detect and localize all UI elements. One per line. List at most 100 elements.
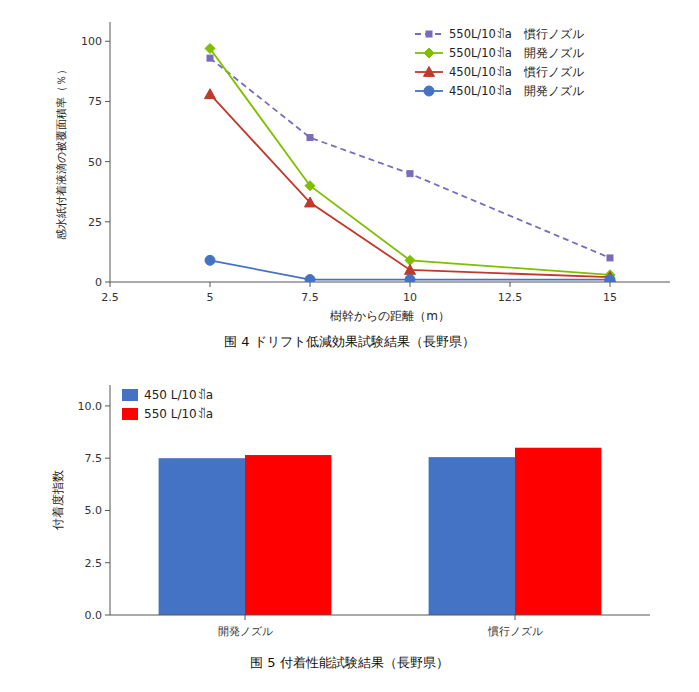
y-tick-mark [105,562,110,563]
y-tick-mark [105,405,110,406]
x-tick-mark [610,282,611,287]
y-tick-label: 2.5 [85,557,103,570]
legend-swatch-marker [424,48,434,58]
bar-chart: 開発ノズル慣行ノズル0.02.55.07.510.0付着度指数450 L/10ꀊ… [51,385,650,670]
point [205,255,215,265]
point [407,171,413,177]
y-tick: 75 [88,95,110,108]
y-tick-label: 0 [95,276,102,289]
y-axis-label: 感水紙付着液滴の被覆面積率（％） [55,64,68,240]
series [205,255,615,282]
y-tick-mark [105,101,110,102]
y-tick: 10.0 [78,400,111,413]
x-tick-mark [210,282,211,287]
legend-item: 550L/10ꀊa 開発ノズル [415,46,584,60]
series [205,43,615,279]
legend-item: 550L/10ꀊa 慣行ノズル [415,27,584,41]
chart-title: 围 5 付着性能試験結果（長野県） [250,655,449,670]
y-axis-line [110,385,111,615]
legend-label: 550L/10ꀊa 開発ノズル [449,46,584,60]
y-tick-mark [105,458,110,459]
y-tick: 0 [95,276,110,289]
line-chart: 2.5 5 7.5 10 12.5 15 0 25 50 75 100 樹幹からの距離（m） 感水紙付着… [55,22,670,349]
x-tick-label: 2.5 [101,291,119,304]
legend: 450 L/10ꀊa 550 L/10ꀊa [122,388,213,421]
y-tick-mark [105,41,110,42]
point [205,43,215,53]
point [607,255,613,261]
bar-series [159,457,515,615]
x-axis-line [110,615,650,616]
legend: 550L/10ꀊa 慣行ノズル 550L/10ꀊa 開発ノズル 450L/10ꀊa … [415,27,584,98]
x-tick-label: 15 [603,291,617,304]
point [205,89,216,99]
y-tick: 2.5 [85,557,111,570]
y-tick: 50 [88,156,110,169]
x-tick-mark [410,282,411,287]
chart-page: 2.5 5 7.5 10 12.5 15 0 25 50 75 100 樹幹からの距離（m） 感水紙付着… [0,0,699,692]
point [305,275,315,282]
y-tick-label: 50 [88,156,102,169]
x-tick-mark [110,282,111,287]
y-tick-label: 7.5 [85,452,103,465]
legend-swatch [122,389,138,401]
y-tick-mark [105,615,110,616]
x-tick-mark [310,282,311,287]
x-tick-mark [245,615,246,620]
y-tick: 7.5 [85,452,111,465]
x-axis-line [110,282,670,283]
legend-label: 550 L/10ꀊa [144,407,213,421]
x-tick: 15 [603,282,617,304]
series-line [210,94,610,277]
bar-series [245,448,601,615]
legend-swatch-marker [424,67,435,77]
series-line [210,48,610,274]
x-tick: 7.5 [301,282,319,304]
y-tick: 100 [81,35,110,48]
y-tick-label: 100 [81,35,102,48]
chart-title: 围 4 ドリフト低減効果試験結果（長野県） [224,334,475,349]
x-tick-label: 12.5 [498,291,523,304]
point [307,135,313,141]
x-tick: 開発ノズル [218,615,273,638]
y-tick: 25 [88,216,110,229]
y-tick-label: 0.0 [85,609,103,622]
x-tick: 5 [207,282,214,304]
x-tick: 慣行ノズル [487,615,543,638]
y-tick-mark [105,221,110,222]
x-tick-label: 開発ノズル [218,625,273,638]
x-tick-mark [515,615,516,620]
x-axis-label: 樹幹からの距離（m） [330,309,450,323]
point [305,197,316,207]
point [305,181,315,191]
point [405,275,415,282]
legend-label: 450 L/10ꀊa [144,388,213,402]
legend-item: 550 L/10ꀊa [122,407,213,421]
x-tick: 2.5 [101,282,119,304]
legend-item: 450 L/10ꀊa [122,388,213,402]
series [205,89,616,282]
y-tick: 5.0 [85,504,111,517]
legend-swatch-marker [426,31,432,37]
legend-swatch-marker [424,86,434,96]
x-tick-label: 慣行ノズル [487,625,543,638]
y-tick: 0.0 [85,609,111,622]
x-tick: 10 [403,282,417,304]
legend-label: 450L/10ꀊa 慣行ノズル [449,65,584,79]
legend-item: 450L/10ꀊa 慣行ノズル [415,65,584,79]
x-tick-label: 10 [403,291,417,304]
legend-swatch [122,408,138,420]
plot-area [159,448,602,615]
bar [515,448,601,615]
y-tick-label: 5.0 [85,504,103,517]
legend-label: 550L/10ꀊa 慣行ノズル [449,27,584,41]
y-tick-mark [105,161,110,162]
legend-label: 450L/10ꀊa 開発ノズル [449,84,584,98]
bar [429,457,515,615]
x-tick-label: 5 [207,291,214,304]
y-tick-mark [105,282,110,283]
plot-area [205,43,616,282]
y-tick-mark [105,510,110,511]
point [207,55,213,61]
legend-item: 450L/10ꀊa 開発ノズル [415,84,584,98]
